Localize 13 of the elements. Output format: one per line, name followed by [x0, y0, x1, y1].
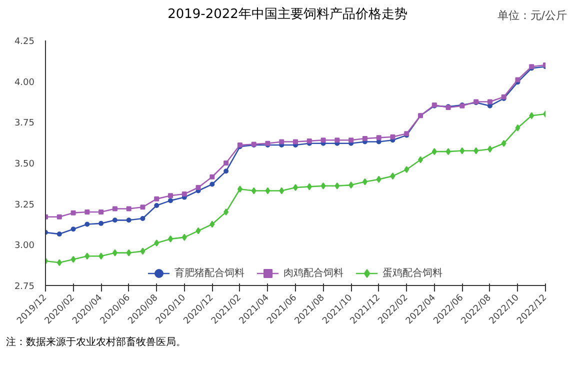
y-tick-label: 4.00: [14, 78, 35, 88]
legend-label: 蛋鸡配合饲料: [382, 266, 442, 280]
chart-title: 2019-2022年中国主要饲料产品价格走势: [168, 7, 408, 22]
legend-label: 肉鸡配合饲料: [284, 266, 344, 280]
text: 注：数据来源于农业农村部畜牧兽医局。: [5, 336, 186, 350]
y-tick-label: 3.25: [14, 200, 35, 210]
y-tick-label: 2.75: [14, 282, 35, 292]
y-tick-label: 3.00: [14, 241, 35, 252]
y-tick-label: 3.75: [14, 118, 35, 129]
legend-label: 育肥猪配合饲料: [174, 266, 244, 280]
chart-subtitle: 单位：元/公斤: [497, 8, 567, 24]
y-tick-label: 4.25: [14, 37, 35, 47]
y-tick-label: 3.50: [14, 160, 35, 170]
